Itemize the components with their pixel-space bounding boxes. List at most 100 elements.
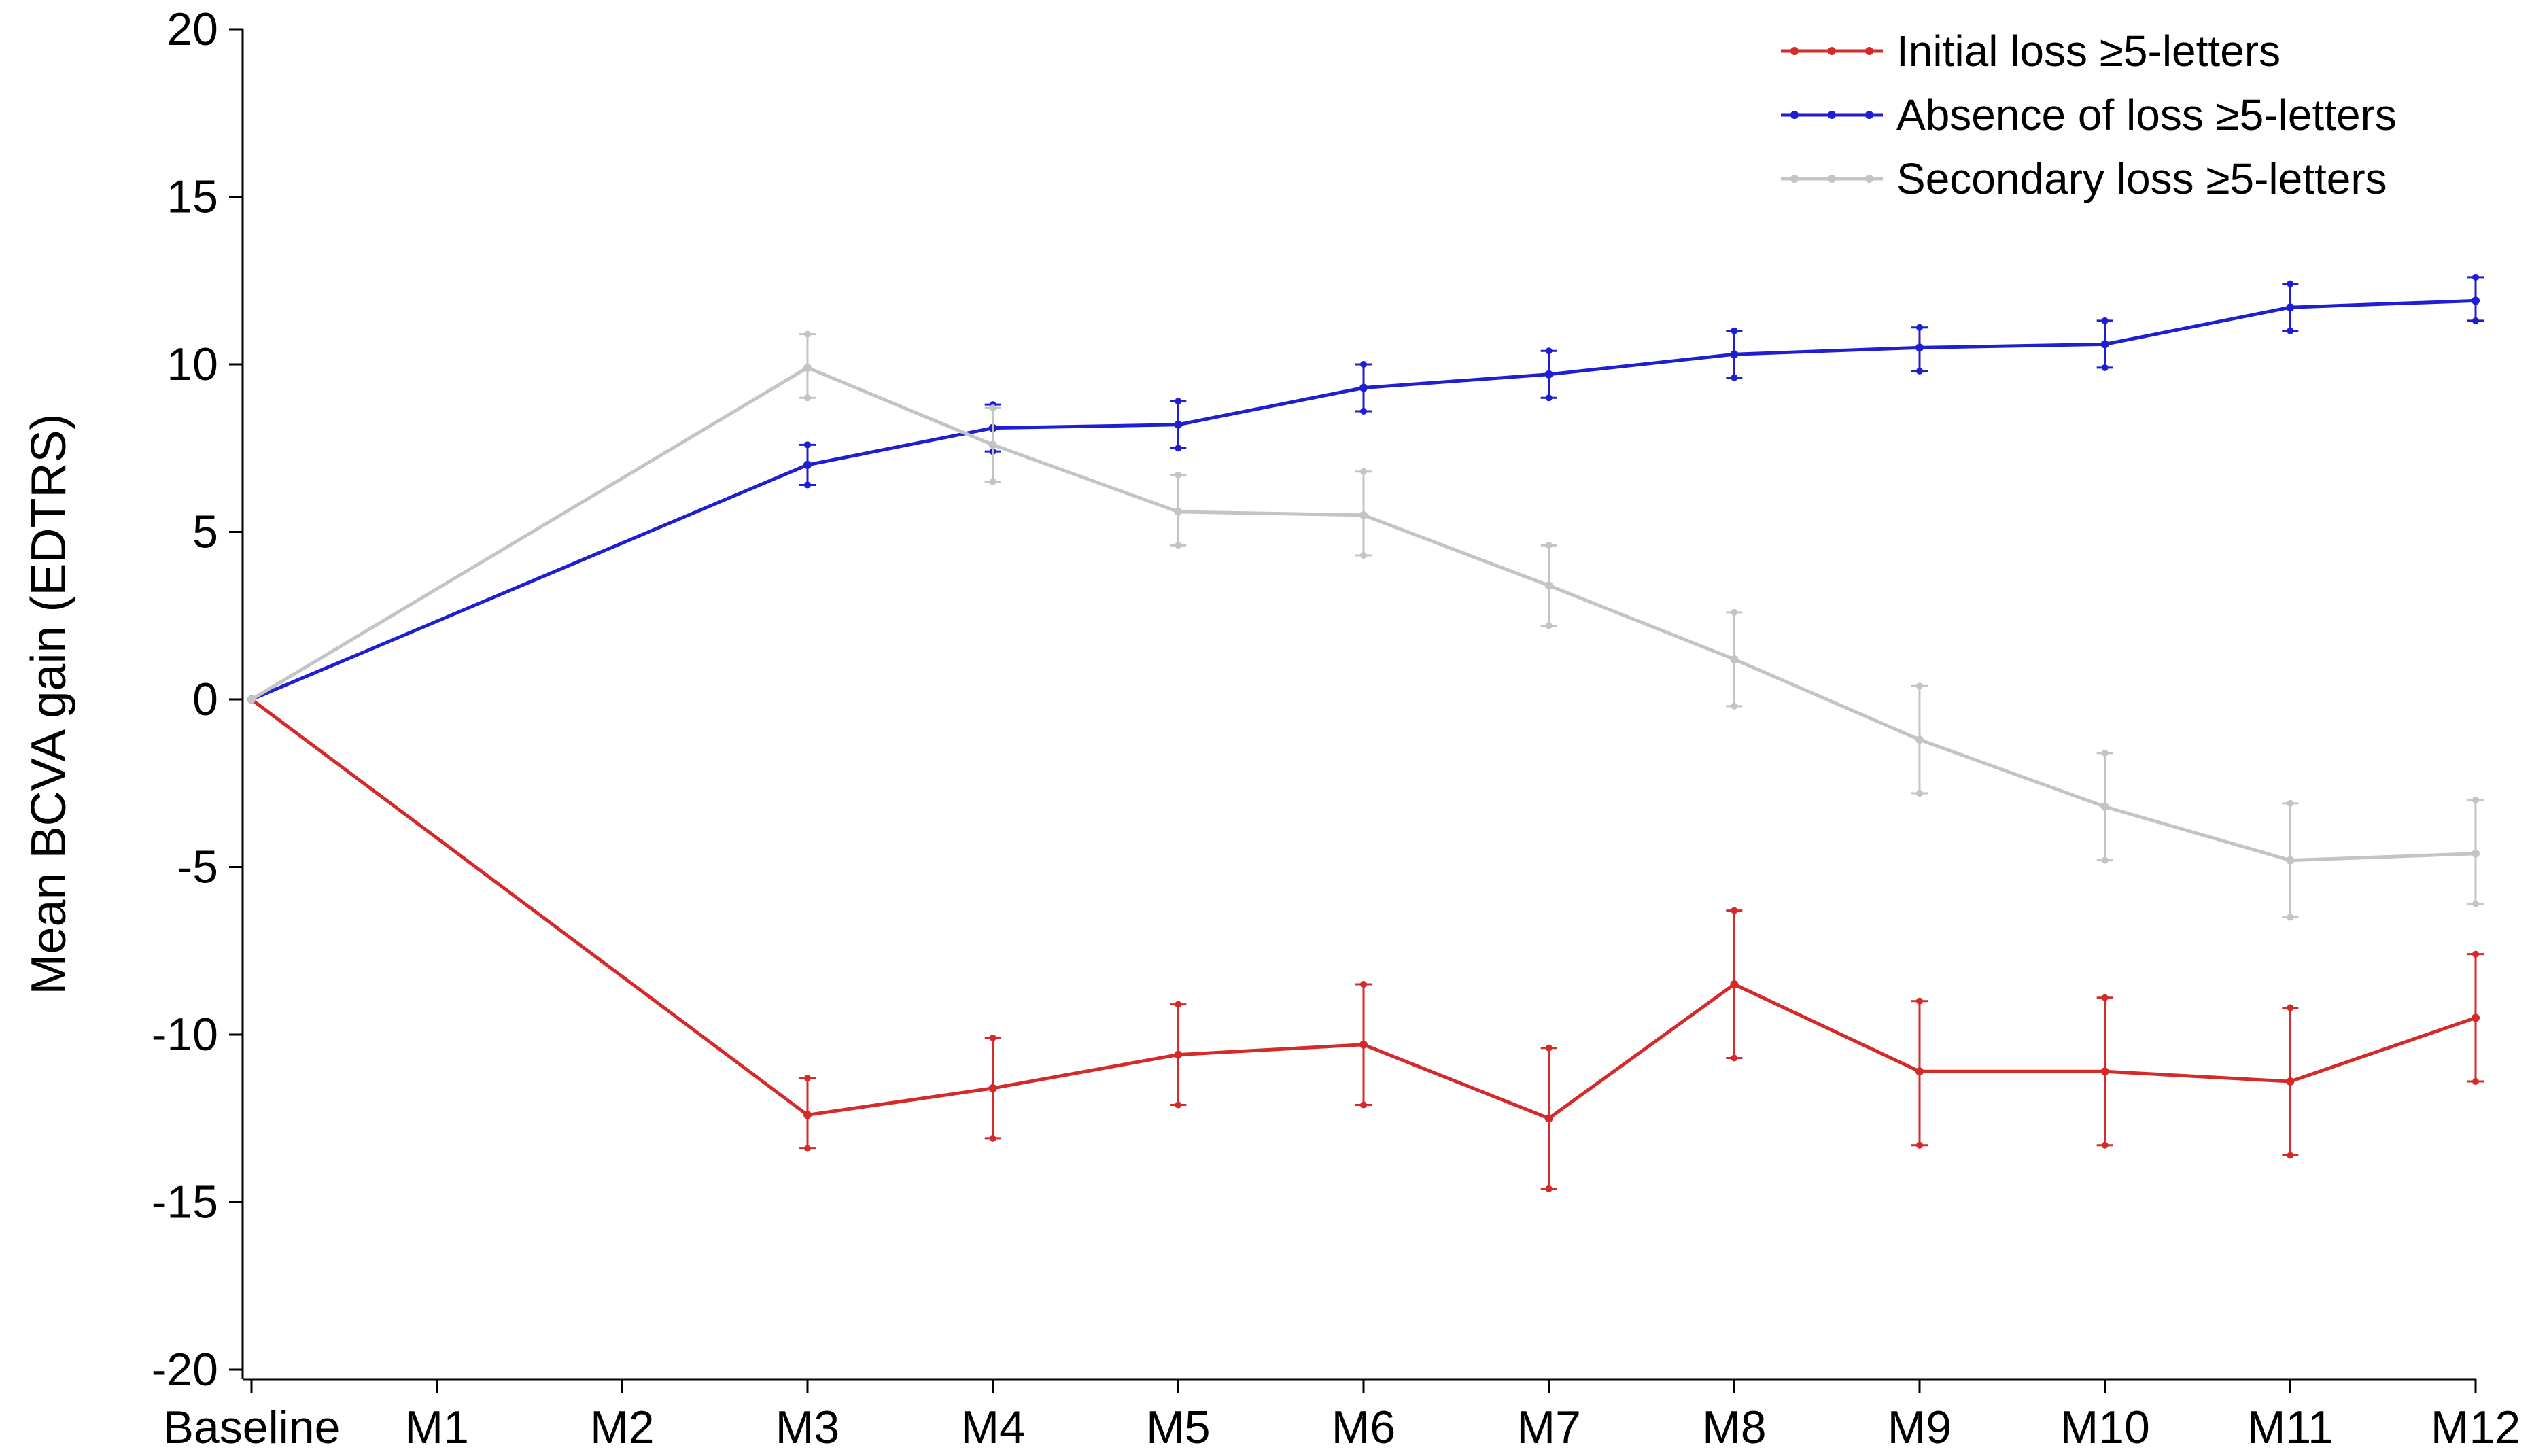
legend-swatch-marker [1790, 111, 1799, 119]
error-bar-cap-dot [1731, 608, 1738, 616]
x-ticks: Baseline M1 M2 M3 M4 M5 M6 M7 M8 M9 M10 M11 M12 [163, 1379, 2520, 1453]
error-bar-cap-dot [1731, 907, 1738, 914]
error-bar-cap-dot [2472, 796, 2479, 803]
y-tick-label: 20 [167, 3, 218, 55]
error-bar-cap-dot [2472, 1078, 2479, 1086]
error-bar-cap-dot [1175, 1101, 1182, 1109]
error-bar-cap-dot [1731, 702, 1738, 710]
data-point [2100, 340, 2109, 349]
legend-item: Initial loss ≥5-letters [1781, 27, 2280, 75]
data-point [1174, 1050, 1183, 1059]
data-point [1915, 343, 1924, 352]
error-bar-cap-dot [1545, 347, 1553, 355]
legend-swatch-marker [1828, 175, 1836, 183]
error-bar-cap-dot [1731, 374, 1738, 381]
series-layer [247, 273, 2484, 1192]
data-point [1915, 1067, 1924, 1076]
axes: 20 15 10 5 0 -5 -10 -15 -20 Baseline M1 M2 M3 M4 M5 M6… [22, 3, 2520, 1453]
legend-label: Absence of loss ≥5-letters [1896, 90, 2397, 139]
y-tick-label: -10 [152, 1009, 218, 1060]
error-bar-cap-dot [2287, 914, 2294, 921]
legend-label: Initial loss ≥5-letters [1896, 27, 2280, 75]
x-tick-label: Baseline [163, 1402, 341, 1453]
data-point [2472, 1013, 2480, 1022]
y-tick-label: 0 [192, 674, 218, 725]
data-point [1730, 350, 1739, 359]
series-1 [247, 273, 2484, 704]
y-tick-label: -20 [152, 1344, 218, 1396]
data-point [2100, 802, 2109, 811]
error-bar-cap-dot [2287, 280, 2294, 288]
data-point [803, 363, 812, 372]
error-bar-cap-dot [2472, 950, 2479, 958]
error-bar-cap-dot [1916, 997, 1923, 1005]
legend-swatch-marker [1865, 175, 1873, 183]
error-bar-cap-dot [1360, 1101, 1367, 1109]
data-point [803, 460, 812, 469]
series-2 [247, 330, 2484, 921]
error-bar-cap-dot [804, 1145, 811, 1152]
data-point [1359, 383, 1368, 392]
error-bar-cap-dot [2287, 1004, 2294, 1011]
y-tick-label: 5 [192, 506, 218, 558]
error-bar-cap-dot [2287, 327, 2294, 334]
error-bar-cap-dot [2472, 317, 2479, 324]
error-bar-cap-dot [989, 404, 996, 412]
data-point [2100, 1067, 2109, 1076]
error-bar-cap-dot [989, 1134, 996, 1142]
data-point [988, 440, 997, 449]
data-point [2286, 856, 2295, 865]
error-bar-cap-dot [804, 481, 811, 489]
error-bar-cap-dot [1175, 542, 1182, 549]
data-point [2472, 296, 2480, 305]
legend-swatch-marker [1790, 175, 1799, 183]
error-bar-cap-dot [989, 478, 996, 485]
error-bar-cap-dot [1360, 361, 1367, 368]
y-ticks: 20 15 10 5 0 -5 -10 -15 -20 [152, 3, 243, 1396]
error-bar-cap-dot [1360, 468, 1367, 475]
data-point [803, 1111, 812, 1120]
error-bar-cap-dot [1360, 981, 1367, 988]
error-bar-cap-dot [804, 441, 811, 449]
legend-swatch-marker [1865, 111, 1873, 119]
error-bar-cap-dot [2101, 856, 2109, 864]
x-tick-label: M8 [1702, 1402, 1766, 1453]
error-bar-cap-dot [2101, 364, 2109, 371]
error-bar-cap-dot [2472, 900, 2479, 907]
error-bar-cap-dot [2101, 994, 2109, 1001]
error-bar-cap-dot [1175, 1001, 1182, 1008]
error-bar-cap-dot [1916, 1141, 1923, 1149]
error-bar-cap-dot [1360, 408, 1367, 415]
series-line [250, 366, 2476, 863]
error-bar-cap-dot [1360, 552, 1367, 559]
data-point [988, 1084, 997, 1092]
x-tick-label: M12 [2431, 1402, 2520, 1453]
x-tick-label: M2 [590, 1402, 654, 1453]
data-point [1730, 980, 1739, 989]
data-point [1359, 510, 1368, 519]
error-bar-cap-dot [2287, 1151, 2294, 1159]
x-tick-label: M10 [2060, 1402, 2150, 1453]
y-tick-label: 10 [167, 339, 218, 390]
error-bar-cap-dot [989, 1034, 996, 1041]
error-bar-cap-dot [1731, 1054, 1738, 1062]
legend-swatch-marker [1828, 111, 1836, 119]
x-tick-label: M4 [960, 1402, 1024, 1453]
data-point [1174, 420, 1183, 429]
data-point [247, 695, 256, 704]
error-bar-cap-dot [1175, 398, 1182, 405]
x-tick-label: M9 [1888, 1402, 1952, 1453]
error-bar-cap-dot [2287, 799, 2294, 807]
data-point [1730, 655, 1739, 663]
data-point [1544, 581, 1553, 590]
legend-swatch-marker [1865, 47, 1873, 55]
x-tick-label: M3 [776, 1402, 839, 1453]
series-0 [247, 695, 2484, 1192]
error-bar-cap-dot [2101, 317, 2109, 324]
legend-item: Secondary loss ≥5-letters [1781, 154, 2387, 203]
error-bar-cap-dot [2101, 1141, 2109, 1149]
error-bar-cap-dot [1731, 327, 1738, 334]
x-tick-label: M5 [1146, 1402, 1210, 1453]
